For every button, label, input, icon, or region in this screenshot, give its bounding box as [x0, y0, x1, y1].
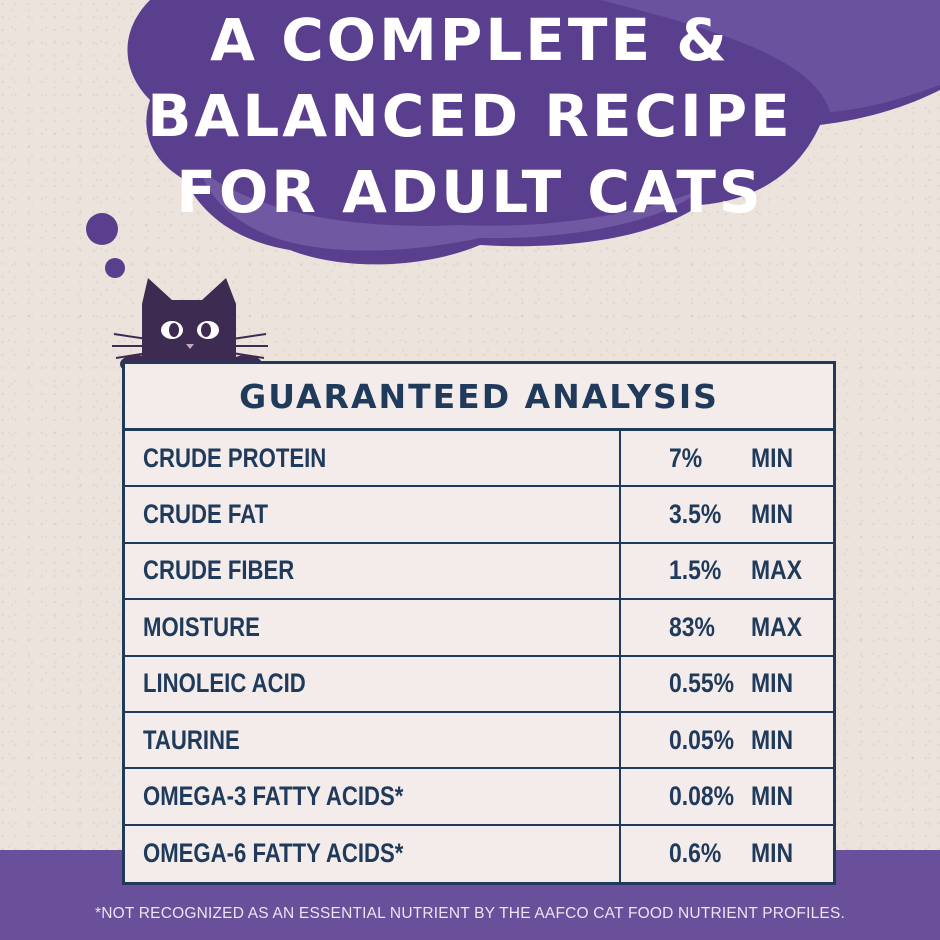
cat-icon: [112, 278, 268, 373]
nutrient-value: 3.5% MIN: [621, 487, 833, 541]
value-percent: 3.5%: [669, 499, 722, 530]
nutrient-name: TAURINE: [125, 712, 621, 768]
value-qualifier: MIN: [751, 838, 794, 869]
nutrient-label: TAURINE: [143, 724, 240, 755]
nutrient-value: 0.6% MIN: [621, 826, 833, 882]
nutrient-name: CRUDE FIBER: [125, 543, 621, 599]
nutrient-value: 0.05% MIN: [621, 713, 833, 767]
value-percent: 0.6%: [669, 838, 722, 869]
footnote: *NOT RECOGNIZED AS AN ESSENTIAL NUTRIENT…: [94, 905, 845, 922]
headline: A COMPLETE & BALANCED RECIPE FOR ADULT C…: [0, 0, 940, 230]
nutrient-value: 7% MIN: [621, 431, 833, 485]
nutrient-name: CRUDE PROTEIN: [125, 431, 621, 486]
value-qualifier: MIN: [751, 499, 794, 530]
thought-cloud-icon: [127, 0, 940, 265]
table-row: CRUDE FAT 3.5% MIN: [125, 487, 833, 544]
nutrient-label: MOISTURE: [143, 611, 260, 642]
value-percent: 7%: [669, 442, 703, 473]
value-qualifier: MIN: [751, 442, 794, 473]
value-qualifier: MIN: [751, 724, 794, 755]
nutrient-label: LINOLEIC ACID: [143, 668, 306, 699]
value-percent: 83%: [669, 611, 715, 642]
nutrient-label: CRUDE FIBER: [143, 555, 295, 586]
nutrient-name: OMEGA-3 FATTY ACIDS*: [125, 769, 621, 824]
nutrient-value: 1.5% MAX: [621, 544, 833, 598]
nutrient-name: MOISTURE: [125, 600, 621, 655]
table-row: OMEGA-6 FATTY ACIDS* 0.6% MIN: [125, 825, 833, 883]
nutrient-name: OMEGA-6 FATTY ACIDS*: [125, 825, 621, 883]
headline-line-2: BALANCED RECIPE: [147, 82, 793, 150]
guaranteed-analysis-table: GUARANTEED ANALYSIS CRUDE PROTEIN 7% MIN …: [122, 361, 836, 886]
value-qualifier: MAX: [751, 555, 802, 586]
nutrient-label: CRUDE FAT: [143, 499, 269, 530]
value-qualifier: MIN: [751, 668, 794, 699]
value-percent: 0.55%: [669, 668, 735, 699]
table-row: CRUDE PROTEIN 7% MIN: [125, 431, 833, 488]
table-title: GUARANTEED ANALYSIS: [125, 364, 833, 431]
value-percent: 1.5%: [669, 555, 722, 586]
value-qualifier: MIN: [751, 781, 794, 812]
nutrient-label: OMEGA-3 FATTY ACIDS*: [143, 781, 404, 812]
table-row: CRUDE FIBER 1.5% MAX: [125, 543, 833, 601]
nutrient-name: CRUDE FAT: [125, 487, 621, 542]
nutrient-label: OMEGA-6 FATTY ACIDS*: [143, 838, 404, 869]
nutrient-label: CRUDE PROTEIN: [143, 442, 327, 473]
headline-line-1: A COMPLETE &: [210, 6, 730, 74]
nutrient-value: 0.08% MIN: [621, 769, 833, 823]
table-row: TAURINE 0.05% MIN: [125, 712, 833, 770]
nutrient-name: LINOLEIC ACID: [125, 656, 621, 711]
table-row: LINOLEIC ACID 0.55% MIN: [125, 656, 833, 713]
thought-bubble-large: [86, 213, 118, 245]
headline-line-3: FOR ADULT CATS: [176, 158, 764, 226]
thought-bubble-small: [105, 258, 125, 278]
table-row: MOISTURE 83% MAX: [125, 600, 833, 657]
nutrient-value: 83% MAX: [621, 600, 833, 654]
nutrient-value: 0.55% MIN: [621, 657, 833, 711]
value-qualifier: MAX: [751, 611, 802, 642]
value-percent: 0.08%: [669, 781, 735, 812]
table-row: OMEGA-3 FATTY ACIDS* 0.08% MIN: [125, 769, 833, 826]
value-percent: 0.05%: [669, 724, 735, 755]
